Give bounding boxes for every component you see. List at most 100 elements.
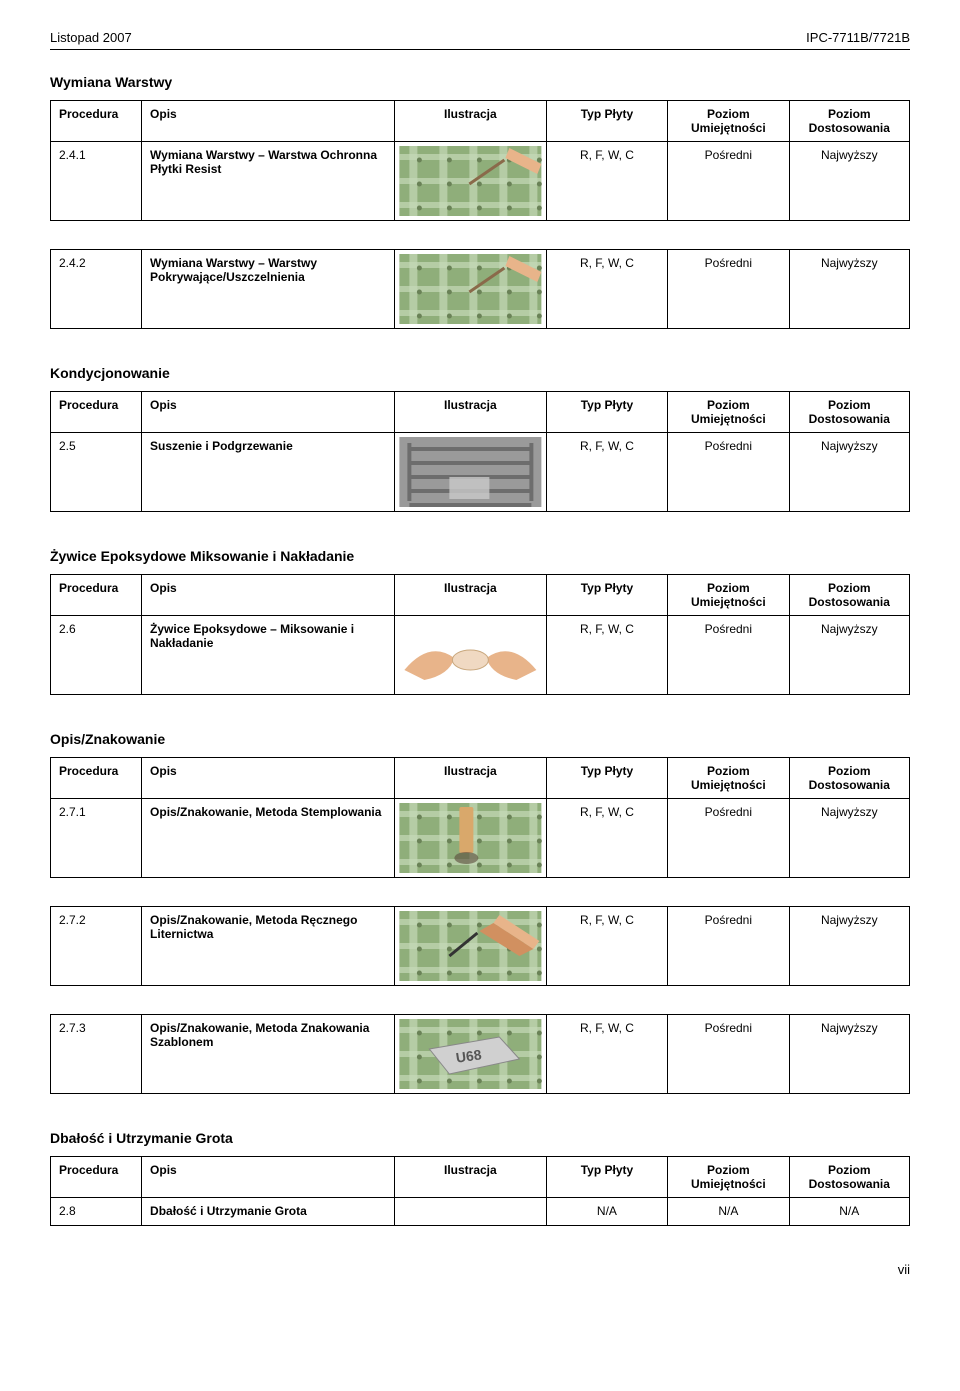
procedure-table: Procedura Opis Ilustracja Typ Płyty Pozi… xyxy=(50,391,910,512)
col-ilu: Ilustracja xyxy=(394,574,546,616)
cell-typ: N/A xyxy=(546,1198,667,1226)
procedure-table: Procedura Opis Ilustracja Typ Płyty Pozi… xyxy=(50,757,910,1094)
col-opis: Opis xyxy=(141,1156,394,1198)
cell-dos: N/A xyxy=(789,1198,910,1226)
col-typ: Typ Płyty xyxy=(546,391,667,433)
illustration-box xyxy=(399,803,542,873)
col-dos: Poziom Dostosowania xyxy=(789,757,910,799)
cell-proc: 2.4.2 xyxy=(50,249,141,329)
illustration-box xyxy=(399,146,542,216)
table-row: 2.7.1 Opis/Znakowanie, Metoda Stemplowan… xyxy=(50,799,910,878)
section: Kondycjonowanie Procedura Opis Ilustracj… xyxy=(50,365,910,512)
table-row: 2.4.2 Wymiana Warstwy – Warstwy Pokrywaj… xyxy=(50,249,910,329)
cell-proc: 2.7.2 xyxy=(50,906,141,986)
cell-ilu xyxy=(394,799,546,878)
col-opis: Opis xyxy=(141,100,394,142)
cell-ilu xyxy=(394,906,546,986)
table-row: 2.7.3 Opis/Znakowanie, Metoda Znakowania… xyxy=(50,1014,910,1094)
cell-dos: Najwyższy xyxy=(789,249,910,329)
cell-umi: Pośredni xyxy=(667,142,788,221)
col-ilu: Ilustracja xyxy=(394,100,546,142)
section-title: Żywice Epoksydowe Miksowanie i Nakładani… xyxy=(50,548,910,564)
col-proc: Procedura xyxy=(50,391,141,433)
col-opis: Opis xyxy=(141,391,394,433)
header-right: IPC-7711B/7721B xyxy=(806,30,910,45)
table-row: 2.5 Suszenie i Podgrzewanie R, F, W, C P… xyxy=(50,433,910,512)
col-dos: Poziom Dostosowania xyxy=(789,391,910,433)
illustration-box xyxy=(399,437,542,507)
header-left: Listopad 2007 xyxy=(50,30,132,45)
cell-typ: R, F, W, C xyxy=(546,616,667,695)
cell-opis: Wymiana Warstwy – Warstwy Pokrywające/Us… xyxy=(141,249,394,329)
spacer-row xyxy=(50,986,910,1014)
section-title: Kondycjonowanie xyxy=(50,365,910,381)
page-header: Listopad 2007 IPC-7711B/7721B xyxy=(50,30,910,45)
sections: Wymiana Warstwy Procedura Opis Ilustracj… xyxy=(50,74,910,1226)
cell-ilu xyxy=(394,142,546,221)
cell-umi: Pośredni xyxy=(667,1014,788,1094)
section-title: Dbałość i Utrzymanie Grota xyxy=(50,1130,910,1146)
cell-typ: R, F, W, C xyxy=(546,906,667,986)
cell-dos: Najwyższy xyxy=(789,1014,910,1094)
cell-opis: Opis/Znakowanie, Metoda Stemplowania xyxy=(141,799,394,878)
header-rule xyxy=(50,49,910,50)
illustration-pcb-pen-icon xyxy=(399,911,542,981)
cell-dos: Najwyższy xyxy=(789,142,910,221)
illustration-box xyxy=(399,911,542,981)
illustration-pcb-green-grid-icon xyxy=(399,254,542,324)
cell-opis: Suszenie i Podgrzewanie xyxy=(141,433,394,512)
illustration-box xyxy=(399,254,542,324)
col-proc: Procedura xyxy=(50,100,141,142)
table-row: 2.8 Dbałość i Utrzymanie Grota N/A N/A N… xyxy=(50,1198,910,1226)
cell-umi: Pośredni xyxy=(667,433,788,512)
col-proc: Procedura xyxy=(50,574,141,616)
procedure-table: Procedura Opis Ilustracja Typ Płyty Pozi… xyxy=(50,574,910,695)
cell-ilu xyxy=(394,433,546,512)
cell-umi: Pośredni xyxy=(667,616,788,695)
cell-opis: Opis/Znakowanie, Metoda Znakowania Szabl… xyxy=(141,1014,394,1094)
page: Listopad 2007 IPC-7711B/7721B Wymiana Wa… xyxy=(0,0,960,1307)
illustration-hands-epoxy-icon xyxy=(399,620,542,690)
cell-umi: Pośredni xyxy=(667,799,788,878)
col-typ: Typ Płyty xyxy=(546,757,667,799)
cell-ilu xyxy=(394,616,546,695)
table-header-row: Procedura Opis Ilustracja Typ Płyty Pozi… xyxy=(50,100,910,142)
col-ilu: Ilustracja xyxy=(394,757,546,799)
section-title: Opis/Znakowanie xyxy=(50,731,910,747)
section-title: Wymiana Warstwy xyxy=(50,74,910,90)
cell-proc: 2.6 xyxy=(50,616,141,695)
cell-proc: 2.4.1 xyxy=(50,142,141,221)
cell-proc: 2.5 xyxy=(50,433,141,512)
cell-umi: Pośredni xyxy=(667,249,788,329)
spacer-row xyxy=(50,878,910,906)
cell-opis: Wymiana Warstwy – Warstwa Ochronna Płytk… xyxy=(141,142,394,221)
section: Dbałość i Utrzymanie Grota Procedura Opi… xyxy=(50,1130,910,1226)
illustration-pcb-stencil-icon: U68 xyxy=(399,1019,542,1089)
illustration-pcb-stamp-icon xyxy=(399,803,542,873)
table-row: 2.7.2 Opis/Znakowanie, Metoda Ręcznego L… xyxy=(50,906,910,986)
cell-opis: Żywice Epoksydowe – Miksowanie i Nakłada… xyxy=(141,616,394,695)
col-typ: Typ Płyty xyxy=(546,100,667,142)
col-umi: Poziom Umiejętności xyxy=(667,1156,788,1198)
cell-umi: N/A xyxy=(667,1198,788,1226)
col-proc: Procedura xyxy=(50,757,141,799)
section: Wymiana Warstwy Procedura Opis Ilustracj… xyxy=(50,74,910,329)
cell-dos: Najwyższy xyxy=(789,433,910,512)
cell-ilu xyxy=(394,249,546,329)
cell-dos: Najwyższy xyxy=(789,906,910,986)
cell-umi: Pośredni xyxy=(667,906,788,986)
table-header-row: Procedura Opis Ilustracja Typ Płyty Pozi… xyxy=(50,574,910,616)
page-footer: vii xyxy=(50,1262,910,1277)
illustration-gray-shelves-icon xyxy=(399,437,542,507)
procedure-table: Procedura Opis Ilustracja Typ Płyty Pozi… xyxy=(50,1156,910,1226)
illustration-box: U68 xyxy=(399,1019,542,1089)
cell-ilu xyxy=(394,1198,546,1226)
cell-typ: R, F, W, C xyxy=(546,142,667,221)
col-proc: Procedura xyxy=(50,1156,141,1198)
col-dos: Poziom Dostosowania xyxy=(789,574,910,616)
cell-ilu: U68 xyxy=(394,1014,546,1094)
col-umi: Poziom Umiejętności xyxy=(667,100,788,142)
table-header-row: Procedura Opis Ilustracja Typ Płyty Pozi… xyxy=(50,391,910,433)
cell-typ: R, F, W, C xyxy=(546,433,667,512)
cell-proc: 2.7.3 xyxy=(50,1014,141,1094)
